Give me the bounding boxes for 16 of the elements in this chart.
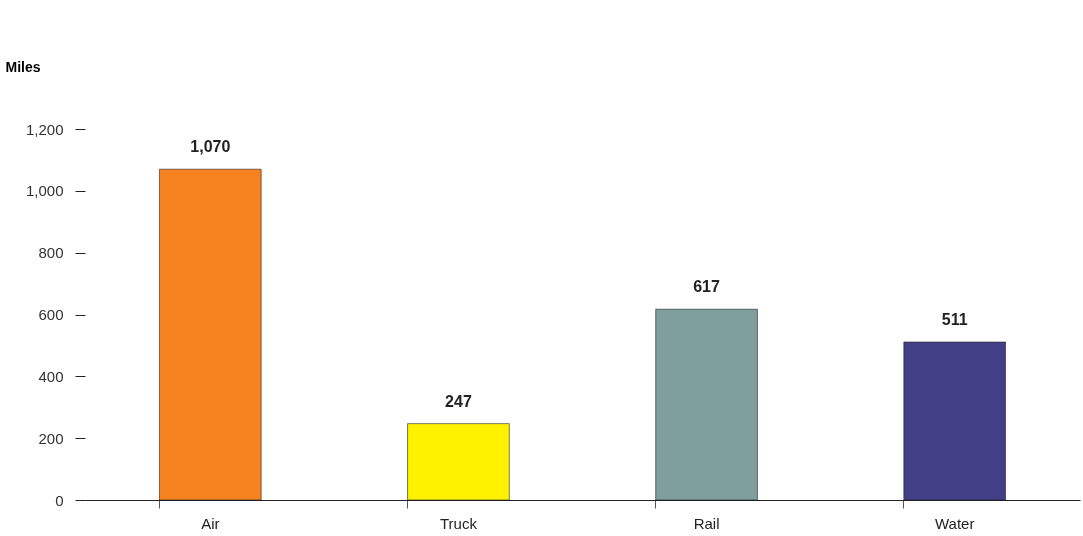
- data-label: 511: [941, 311, 968, 329]
- data-label: 1,070: [190, 138, 231, 156]
- y-tick-label: 1,200: [25, 120, 64, 138]
- x-tick-label: Truck: [439, 514, 478, 532]
- y-axis-title: Miles: [5, 58, 41, 75]
- y-tick-label: 0: [55, 491, 64, 509]
- y-tick-label: 200: [38, 429, 64, 447]
- x-tick-label: Air: [201, 514, 220, 532]
- y-tick-label: 400: [38, 367, 64, 385]
- x-tick-label: Water: [934, 514, 975, 532]
- y-tick-label: 800: [38, 244, 64, 262]
- y-tick-label: 1,000: [25, 182, 64, 200]
- y-tick-label: 600: [38, 306, 64, 323]
- data-label: 247: [445, 392, 472, 410]
- x-tick-label: Rail: [693, 514, 720, 532]
- data-label: 617: [693, 278, 721, 296]
